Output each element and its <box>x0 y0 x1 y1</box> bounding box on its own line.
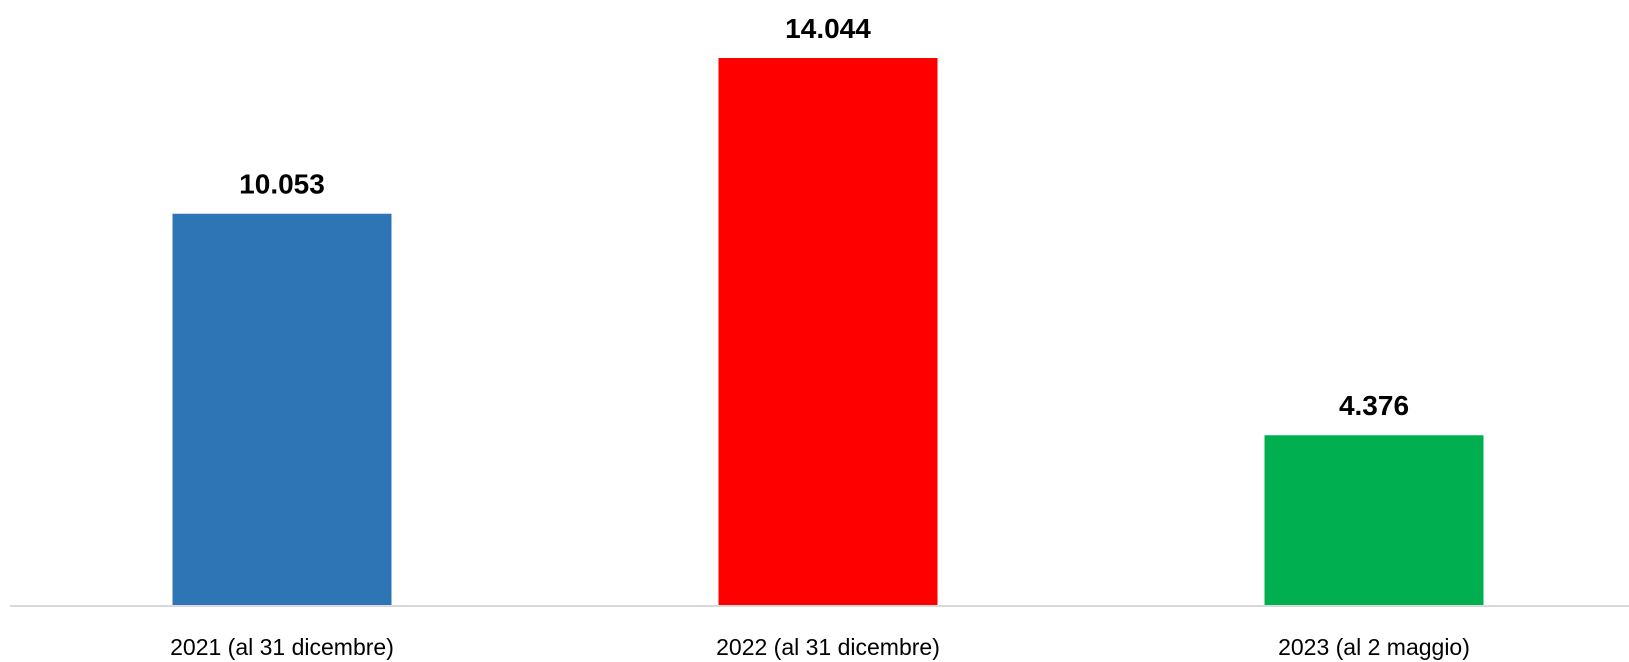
category-labels-group: 2021 (al 31 dicembre) 2022 (al 31 dicembr… <box>170 634 1470 660</box>
category-label-3: 2023 (al 2 maggio) <box>1278 634 1470 660</box>
value-labels-group: 10.053 14.044 4.376 <box>239 13 1409 421</box>
value-label-1: 10.053 <box>239 169 325 200</box>
value-label-3: 4.376 <box>1339 390 1409 421</box>
bar-3 <box>1264 435 1484 606</box>
bars-group <box>172 58 1484 606</box>
bar-2 <box>718 58 938 606</box>
category-label-2: 2022 (al 31 dicembre) <box>716 634 940 660</box>
category-label-1: 2021 (al 31 dicembre) <box>170 634 394 660</box>
value-label-2: 14.044 <box>785 13 871 44</box>
bar-1 <box>172 213 392 606</box>
